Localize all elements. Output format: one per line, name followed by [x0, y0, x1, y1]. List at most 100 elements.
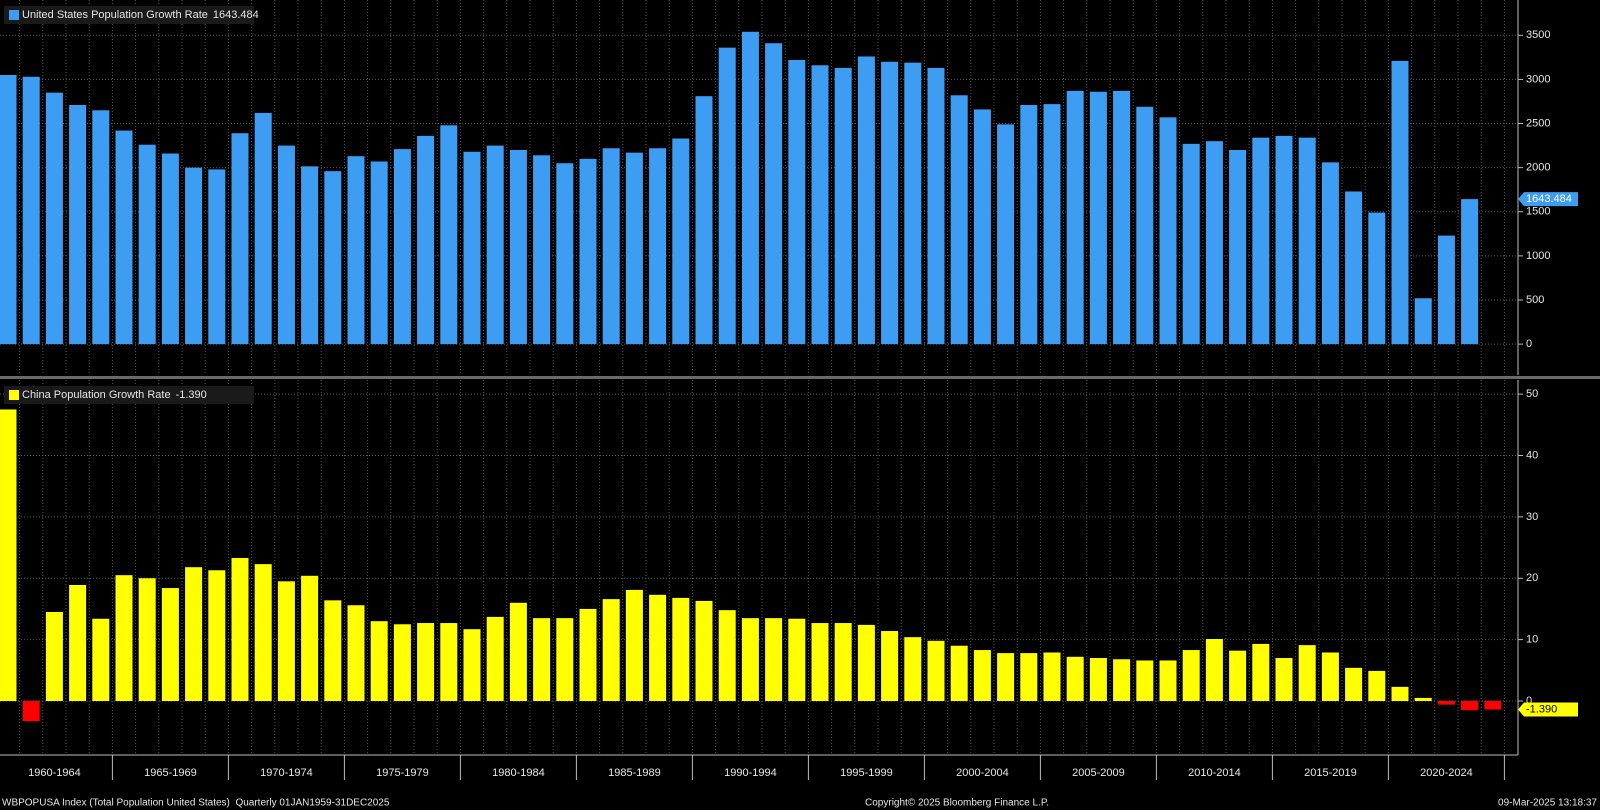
- last-value-badge: [1518, 702, 1578, 717]
- bar: [1205, 141, 1223, 345]
- bar: [161, 153, 179, 345]
- footer-center: Copyright© 2025 Bloomberg Finance L.P.: [865, 798, 1049, 809]
- bar: [208, 169, 226, 345]
- bar: [672, 597, 690, 701]
- bar: [788, 60, 806, 345]
- bar: [904, 637, 922, 701]
- bar: [718, 610, 736, 701]
- bar: [695, 600, 713, 701]
- bar: [718, 47, 736, 345]
- y-tick-label: 40: [1526, 449, 1538, 461]
- bar: [1345, 191, 1363, 345]
- legend-value: 1643.484: [213, 9, 259, 21]
- bar: [997, 124, 1015, 345]
- last-value-label: 1643.484: [1526, 193, 1572, 205]
- bar: [138, 578, 156, 701]
- bar: [393, 624, 411, 701]
- footer-left: WBPOPUSA Index (Total Population United …: [2, 798, 390, 809]
- bar: [741, 618, 759, 701]
- bar: [834, 623, 852, 701]
- bar: [997, 653, 1015, 701]
- bar: [393, 149, 411, 345]
- bar: [69, 105, 87, 345]
- bar: [927, 640, 945, 701]
- bar: [1275, 658, 1293, 701]
- bar: [1321, 162, 1339, 345]
- bar: [1089, 91, 1107, 345]
- bar: [695, 96, 713, 345]
- bar: [811, 65, 829, 345]
- bar: [22, 76, 40, 345]
- bar: [625, 589, 643, 701]
- bar: [533, 618, 551, 701]
- x-tick-label: 1985-1989: [608, 767, 661, 779]
- bar: [22, 700, 40, 722]
- bar: [92, 618, 110, 701]
- bar: [579, 608, 597, 701]
- y-tick-label: 1000: [1526, 250, 1550, 262]
- y-tick-label: 500: [1526, 294, 1544, 306]
- bar: [1414, 697, 1432, 701]
- bar: [347, 156, 365, 345]
- bar: [1345, 667, 1363, 701]
- bar: [950, 645, 968, 701]
- bar: [509, 602, 527, 701]
- bar: [45, 611, 63, 701]
- bar: [1205, 639, 1223, 701]
- bar: [1182, 650, 1200, 701]
- x-tick-label: 1970-1974: [260, 767, 313, 779]
- bar: [556, 618, 574, 701]
- x-tick-label: 2005-2009: [1072, 767, 1125, 779]
- bar: [556, 163, 574, 345]
- bar: [1391, 60, 1409, 345]
- y-tick-label: 2000: [1526, 162, 1550, 174]
- bar: [1484, 700, 1502, 710]
- bar: [602, 599, 620, 701]
- bar: [857, 624, 875, 701]
- bar: [625, 152, 643, 345]
- x-tick-label: 2000-2004: [956, 767, 1009, 779]
- bar: [1182, 143, 1200, 345]
- y-tick-label: 1500: [1526, 206, 1550, 218]
- panel-divider: [0, 376, 1600, 379]
- x-tick-label: 2015-2019: [1304, 767, 1357, 779]
- legend-value: -1.390: [176, 389, 207, 401]
- bar: [950, 95, 968, 345]
- bar: [1020, 105, 1038, 345]
- x-tick-label: 1960-1964: [28, 767, 81, 779]
- bar: [788, 618, 806, 701]
- bar: [254, 112, 272, 345]
- bar: [45, 92, 63, 345]
- bar: [904, 62, 922, 345]
- x-tick-label: 1975-1979: [376, 767, 429, 779]
- bar: [1275, 135, 1293, 345]
- bar: [115, 575, 133, 701]
- bar: [1066, 656, 1084, 701]
- bar: [602, 148, 620, 345]
- bar: [301, 575, 319, 701]
- x-tick-label: 2010-2014: [1188, 767, 1241, 779]
- footer-right: 09-Mar-2025 13:18:37: [1498, 798, 1597, 809]
- bar: [1066, 90, 1084, 345]
- bar: [1136, 106, 1154, 345]
- bar: [277, 145, 295, 345]
- y-tick-label: 0: [1526, 695, 1532, 707]
- legend-swatch: [9, 390, 19, 400]
- y-tick-label: 50: [1526, 388, 1538, 400]
- bar: [0, 409, 17, 701]
- legend-swatch: [9, 10, 19, 20]
- bar: [1043, 652, 1061, 701]
- y-tick-label: 0: [1526, 338, 1532, 350]
- bar: [1020, 653, 1038, 701]
- bar: [231, 557, 249, 701]
- bar: [1113, 90, 1131, 345]
- bar: [1159, 117, 1177, 345]
- bar: [277, 581, 295, 701]
- bar: [765, 618, 783, 701]
- bar: [347, 605, 365, 701]
- bar: [440, 125, 458, 345]
- legend-label: United States Population Growth Rate: [22, 9, 208, 21]
- bar: [1461, 199, 1479, 345]
- x-tick-label: 1995-1999: [840, 767, 893, 779]
- bar: [69, 584, 87, 701]
